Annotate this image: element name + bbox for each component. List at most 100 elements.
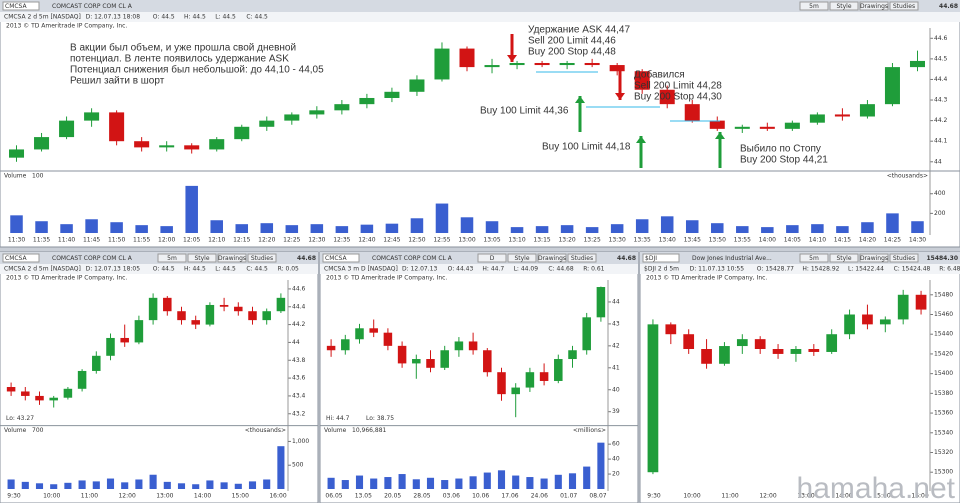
info-field: O: 44.5 <box>153 14 175 21</box>
info-field: H: 44.5 <box>184 14 206 21</box>
toolbar-button-label: 5m <box>809 3 819 10</box>
y-tick-label: 44 <box>612 298 620 305</box>
toolbar-button-label: Style <box>836 3 851 10</box>
x-tick-label: 12:30 <box>308 237 325 244</box>
x-tick-label: 13:00 <box>156 493 173 500</box>
x-tick-label: 12:55 <box>433 237 450 244</box>
panel-bg <box>0 0 960 248</box>
candle-body <box>92 355 101 371</box>
annotation: Решил зайти в шорт <box>70 76 165 87</box>
volume-bar <box>21 481 29 489</box>
candle-body <box>584 62 600 66</box>
panel-bg <box>639 251 960 503</box>
copyright: 2013 © TD Ameritrade IP Company, Inc. <box>646 275 767 282</box>
symbol-box[interactable] <box>2 1 40 11</box>
y-tick-label: 15480 <box>934 291 953 298</box>
toolbar-button[interactable] <box>187 253 217 263</box>
annotation: Потенциал снижения был небольшой: до 44,… <box>70 64 324 76</box>
candle-body <box>234 306 243 312</box>
candle-body <box>262 311 271 321</box>
volume-bar <box>355 475 364 489</box>
candle-body <box>459 48 475 68</box>
candle-body <box>276 297 286 312</box>
y-tick-label: 44.1 <box>934 138 948 145</box>
toolbar-button[interactable] <box>247 253 277 263</box>
toolbar-button[interactable] <box>217 253 247 263</box>
y-tick-label: 44.2 <box>934 117 948 124</box>
volume-bar <box>327 477 335 489</box>
volume-label: Volume <box>4 427 27 434</box>
symbol-box[interactable] <box>2 253 40 263</box>
toolbar-button[interactable] <box>507 253 537 263</box>
info-field: L: 44.09 <box>514 266 539 273</box>
y-tick-label: 15460 <box>934 311 953 318</box>
info-field: C: 44.68 <box>548 266 573 273</box>
watermark: hamaha.net <box>797 472 956 503</box>
toolbar-button[interactable] <box>859 253 889 263</box>
x-tick-label: 11:55 <box>133 237 150 244</box>
y-tick-label: 43.8 <box>292 357 306 364</box>
toolbar-button[interactable] <box>799 253 829 263</box>
volume-bar <box>398 474 406 489</box>
last-price: 44.68 <box>617 255 636 262</box>
x-tick-label: 9:30 <box>7 493 21 500</box>
toolbar-button[interactable] <box>537 253 567 263</box>
candle-body <box>701 349 712 364</box>
y-tick-label: 44.6 <box>292 285 306 292</box>
info-field: R: 0.05 <box>278 266 299 273</box>
volume-bar <box>263 479 271 489</box>
info-field: H: 44.5 <box>184 266 206 273</box>
toolbar-button[interactable] <box>567 253 597 263</box>
info-bar <box>0 12 960 22</box>
candle-body <box>568 350 577 360</box>
volume-bar <box>85 219 98 233</box>
info-field: R: 6.48 <box>939 266 960 273</box>
volume-bar <box>512 475 520 489</box>
toolbar-button[interactable] <box>829 253 859 263</box>
volume-bar <box>526 477 534 489</box>
toolbar-button[interactable] <box>859 1 889 11</box>
symbol-box[interactable] <box>322 253 360 263</box>
info-field: CMCSA 2 d 5m [NASDAQ] <box>4 14 81 21</box>
x-tick-label: 12:40 <box>358 237 375 244</box>
symbol-box[interactable] <box>642 253 680 263</box>
price-label: Lo: 43.27 <box>6 415 34 422</box>
candle-body <box>879 319 891 325</box>
annotation: В акции был объем, и уже прошла свой дне… <box>70 42 296 54</box>
volume-bar <box>568 473 577 489</box>
candle-body <box>409 79 425 92</box>
x-tick-label: 12:10 <box>208 237 225 244</box>
candle-body <box>909 60 925 68</box>
volume-bar <box>235 224 249 233</box>
y-tick-label: 44.2 <box>292 321 306 328</box>
volume-bar <box>441 480 449 489</box>
volume-bar <box>585 227 599 233</box>
toolbar-button[interactable] <box>829 1 859 11</box>
volume-bar <box>861 222 874 233</box>
symbol: $DJI <box>645 255 657 262</box>
candle-body <box>184 145 200 150</box>
toolbar-button[interactable] <box>477 253 507 263</box>
copyright: 2013 © TD Ameritrade IP Company, Inc. <box>6 275 127 282</box>
info-field: R: 0.61 <box>583 266 604 273</box>
y-tick-label: 43 <box>612 320 620 327</box>
candle-body <box>326 345 336 351</box>
info-field: H: 15428.92 <box>802 266 839 273</box>
candle-body <box>647 324 659 473</box>
x-tick-label: 13:00 <box>797 493 814 500</box>
volume-tick-label: 500 <box>292 462 304 469</box>
volume-bar <box>761 227 774 233</box>
toolbar-button[interactable] <box>889 253 919 263</box>
toolbar-button[interactable] <box>799 1 829 11</box>
y-tick-label: 44.3 <box>934 97 948 104</box>
info-field: O: 44.43 <box>448 266 474 273</box>
candle-body <box>454 341 464 351</box>
toolbar-button[interactable] <box>889 1 919 11</box>
candle-body <box>834 114 850 117</box>
last-price: 44.68 <box>297 255 316 262</box>
toolbar-button[interactable] <box>157 253 187 263</box>
annotation: Buy 200 Stop 44,21 <box>740 155 828 166</box>
x-tick-label: 03.06 <box>443 493 460 500</box>
y-tick-label: 44 <box>934 158 942 165</box>
